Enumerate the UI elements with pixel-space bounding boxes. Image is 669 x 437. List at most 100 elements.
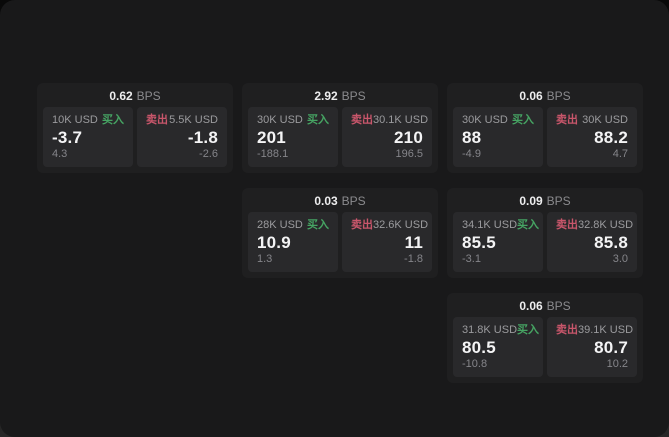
sell-top-row: 卖出 30.1K USD [351,114,428,127]
buy-price: 10.9 [257,232,291,252]
sell-price: 210 [394,127,423,147]
spread-unit: BPS [546,299,571,313]
buy-delta: 4.3 [52,148,68,160]
spread-unit: BPS [546,194,571,208]
spread-unit: BPS [341,89,366,103]
buy-price: -3.7 [52,127,83,147]
sell-price: 85.8 [594,232,628,252]
sell-price: -1.8 [187,127,218,147]
sell-delta: -1.8 [404,253,423,265]
sell-panel[interactable]: 卖出 39.1K USD 80.7 10.2 [547,317,637,377]
quote-card: 0.06 BPS 30K USD 买入 88 -4.9 卖出 30K USD [447,83,643,173]
buy-delta: -4.9 [462,148,481,160]
spread-value: 0.03 [314,194,338,208]
buy-top-row: 30K USD 买入 [462,114,534,127]
sell-label: 卖出 [556,219,578,231]
spread-unit: BPS [136,89,161,103]
sell-panel[interactable]: 卖出 30.1K USD 210 196.5 [342,107,432,167]
sell-top-row: 卖出 30K USD [556,114,628,127]
quote-card: 2.92 BPS 30K USD 买入 201 -188.1 卖出 30.1K U… [242,83,438,173]
sell-label: 卖出 [351,219,373,231]
buy-panel[interactable]: 30K USD 买入 201 -188.1 [248,107,338,167]
buy-top-row: 34.1K USD 买入 [462,219,539,232]
sell-price: 80.7 [594,337,628,357]
quote-panels: 34.1K USD 买入 85.5 -3.1 卖出 32.8K USD 85.8… [453,212,637,272]
buy-size: 34.1K USD [462,219,518,231]
buy-label: 买入 [307,219,329,231]
quote-card: 0.62 BPS 10K USD 买入 -3.7 4.3 卖出 5.5K USD [37,83,233,173]
buy-top-row: 31.8K USD 买入 [462,324,539,337]
sell-size: 30.1K USD [373,114,429,126]
sell-label: 卖出 [556,114,578,126]
spread-value: 0.62 [109,89,133,103]
quote-panels: 28K USD 买入 10.9 1.3 卖出 32.6K USD 11 -1.8 [248,212,432,272]
buy-delta: -188.1 [257,148,289,160]
sell-top-row: 卖出 32.8K USD [556,219,633,232]
spread-header: 0.09 BPS [453,193,637,209]
sell-top-row: 卖出 32.6K USD [351,219,428,232]
buy-label: 买入 [517,324,540,336]
buy-size: 30K USD [462,114,508,126]
buy-price: 201 [257,127,286,147]
buy-price: 85.5 [462,232,496,252]
quote-board: 0.62 BPS 10K USD 买入 -3.7 4.3 卖出 5.5K USD [37,83,643,383]
buy-label: 买入 [512,114,534,126]
spread-unit: BPS [341,194,366,208]
sell-delta: 4.7 [612,148,628,160]
spread-unit: BPS [546,89,571,103]
spread-header: 0.06 BPS [453,88,637,104]
sell-size: 32.6K USD [373,219,429,231]
buy-delta: 1.3 [257,253,273,265]
quote-panels: 10K USD 买入 -3.7 4.3 卖出 5.5K USD -1.8 -2.… [43,107,227,167]
buy-size: 31.8K USD [462,324,518,336]
buy-label: 买入 [517,219,540,231]
sell-top-row: 卖出 5.5K USD [146,114,218,127]
sell-size: 32.8K USD [578,219,634,231]
quote-panels: 31.8K USD 买入 80.5 -10.8 卖出 39.1K USD 80.… [453,317,637,377]
spread-value: 0.09 [519,194,543,208]
sell-delta: -2.6 [199,148,218,160]
buy-size: 28K USD [257,219,303,231]
sell-size: 30K USD [582,114,628,126]
buy-panel[interactable]: 31.8K USD 买入 80.5 -10.8 [453,317,543,377]
buy-panel[interactable]: 34.1K USD 买入 85.5 -3.1 [453,212,543,272]
spread-header: 0.03 BPS [248,193,432,209]
buy-price: 80.5 [462,337,496,357]
sell-label: 卖出 [556,324,578,336]
sell-size: 5.5K USD [169,114,218,126]
sell-panel[interactable]: 卖出 32.8K USD 85.8 3.0 [547,212,637,272]
sell-top-row: 卖出 39.1K USD [556,324,633,337]
sell-size: 39.1K USD [578,324,634,336]
spread-value: 0.06 [519,89,543,103]
sell-panel[interactable]: 卖出 30K USD 88.2 4.7 [547,107,637,167]
spread-header: 2.92 BPS [248,88,432,104]
buy-size: 30K USD [257,114,303,126]
sell-label: 卖出 [351,114,373,126]
sell-delta: 3.0 [612,253,628,265]
buy-delta: -10.8 [462,358,488,370]
buy-price: 88 [462,127,482,147]
buy-top-row: 28K USD 买入 [257,219,329,232]
quote-card: 0.03 BPS 28K USD 买入 10.9 1.3 卖出 32.6K USD [242,188,438,278]
spread-header: 0.06 BPS [453,298,637,314]
quote-panels: 30K USD 买入 201 -188.1 卖出 30.1K USD 210 1… [248,107,432,167]
sell-label: 卖出 [146,114,168,126]
spread-value: 2.92 [314,89,338,103]
buy-label: 买入 [102,114,124,126]
buy-size: 10K USD [52,114,98,126]
sell-delta: 10.2 [606,358,628,370]
buy-top-row: 30K USD 买入 [257,114,329,127]
sell-panel[interactable]: 卖出 32.6K USD 11 -1.8 [342,212,432,272]
buy-label: 买入 [307,114,329,126]
quote-card: 0.06 BPS 31.8K USD 买入 80.5 -10.8 卖出 39.1K… [447,293,643,383]
buy-delta: -3.1 [462,253,481,265]
quote-panels: 30K USD 买入 88 -4.9 卖出 30K USD 88.2 4.7 [453,107,637,167]
spread-header: 0.62 BPS [43,88,227,104]
sell-panel[interactable]: 卖出 5.5K USD -1.8 -2.6 [137,107,227,167]
quote-card: 0.09 BPS 34.1K USD 买入 85.5 -3.1 卖出 32.8K … [447,188,643,278]
spread-value: 0.06 [519,299,543,313]
buy-panel[interactable]: 10K USD 买入 -3.7 4.3 [43,107,133,167]
buy-panel[interactable]: 30K USD 买入 88 -4.9 [453,107,543,167]
buy-panel[interactable]: 28K USD 买入 10.9 1.3 [248,212,338,272]
